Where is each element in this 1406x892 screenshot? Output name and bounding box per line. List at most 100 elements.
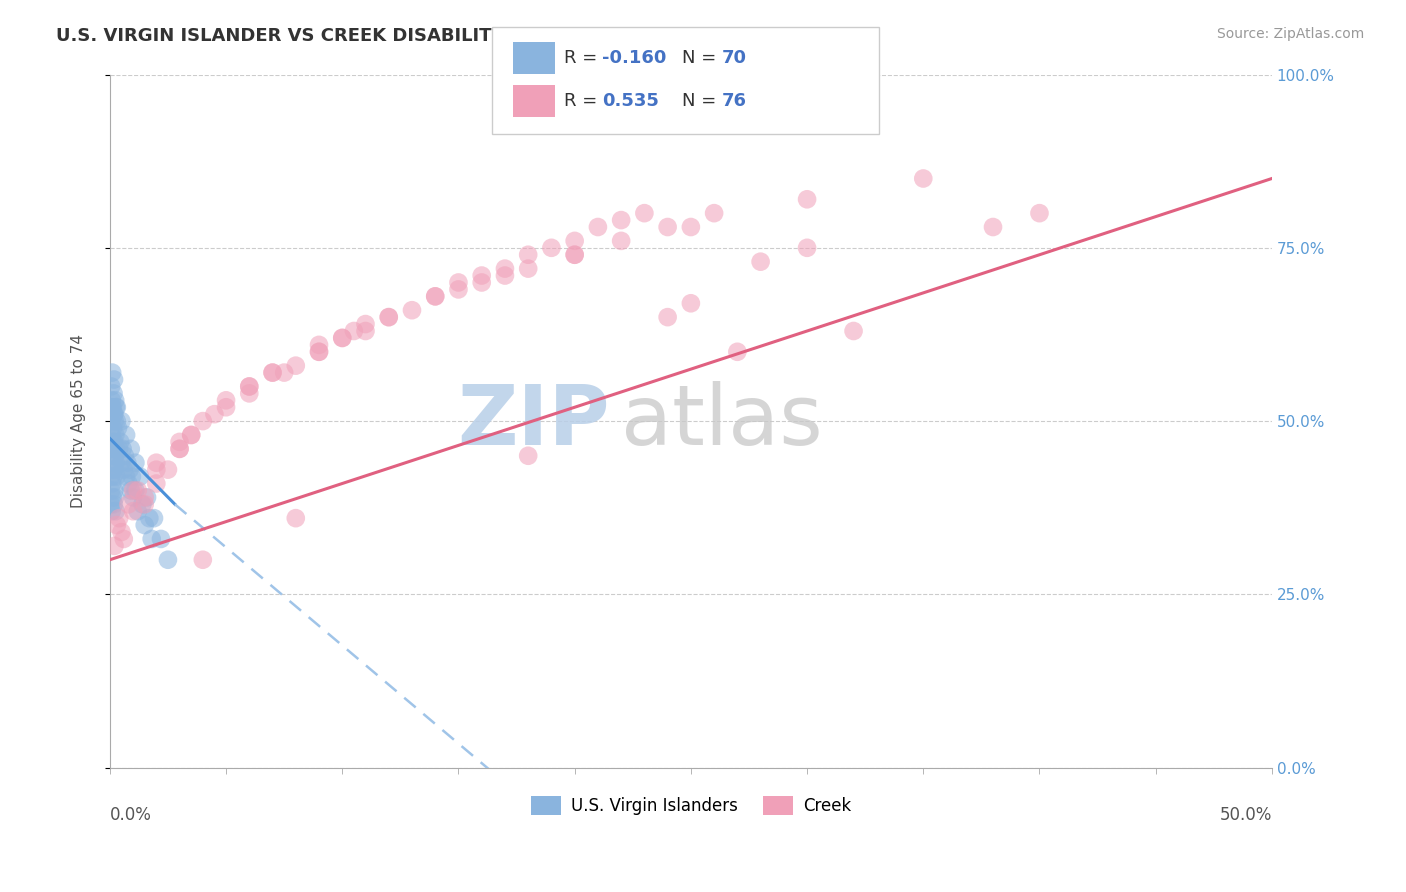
Point <box>120 483 142 498</box>
Point <box>180 428 202 442</box>
Point <box>103 442 125 456</box>
Text: 70: 70 <box>721 49 747 67</box>
Point <box>105 442 128 456</box>
Point <box>105 401 128 415</box>
Point <box>610 234 633 248</box>
Point <box>100 504 122 518</box>
Point <box>103 469 125 483</box>
Point <box>354 324 377 338</box>
Point <box>104 456 127 470</box>
Point <box>115 428 138 442</box>
Point <box>122 504 145 518</box>
Point <box>273 366 295 380</box>
Point <box>103 434 125 449</box>
Point <box>111 442 134 456</box>
Point <box>104 504 127 518</box>
Text: 0.535: 0.535 <box>602 92 658 110</box>
Point <box>564 248 586 262</box>
Point <box>104 414 127 428</box>
Point <box>494 268 516 283</box>
Point <box>842 324 865 338</box>
Point <box>112 532 135 546</box>
Point <box>100 469 122 483</box>
Point <box>284 359 307 373</box>
Point <box>494 261 516 276</box>
Point <box>343 324 366 338</box>
Text: atlas: atlas <box>621 381 823 462</box>
Point <box>101 462 124 476</box>
Point <box>725 344 748 359</box>
Point <box>121 469 143 483</box>
Point <box>103 483 125 498</box>
Point <box>105 518 128 533</box>
Point <box>104 393 127 408</box>
Point <box>134 497 156 511</box>
Point <box>103 539 125 553</box>
Point <box>103 372 125 386</box>
Point <box>796 192 818 206</box>
Point <box>104 401 127 415</box>
Point <box>104 428 127 442</box>
Point <box>104 449 127 463</box>
Point <box>679 220 702 235</box>
Y-axis label: Disability Age 65 to 74: Disability Age 65 to 74 <box>72 334 86 508</box>
Point <box>377 310 399 325</box>
Point <box>110 434 132 449</box>
Point <box>118 462 141 476</box>
Point <box>124 483 146 498</box>
Point <box>127 483 149 498</box>
Point <box>110 456 132 470</box>
Point <box>103 497 125 511</box>
Point <box>100 497 122 511</box>
Point <box>330 331 353 345</box>
Point <box>981 220 1004 235</box>
Point <box>156 462 179 476</box>
Point <box>117 476 139 491</box>
Point <box>215 401 238 415</box>
Point <box>108 511 131 525</box>
Point <box>308 344 330 359</box>
Point <box>149 532 172 546</box>
Point <box>143 511 166 525</box>
Point <box>180 428 202 442</box>
Text: ZIP: ZIP <box>457 381 610 462</box>
Point <box>131 497 153 511</box>
Point <box>471 268 494 283</box>
Point <box>238 379 260 393</box>
Point <box>101 401 124 415</box>
Point <box>633 206 655 220</box>
Point <box>204 407 226 421</box>
Point <box>101 491 124 505</box>
Text: 76: 76 <box>721 92 747 110</box>
Point <box>517 248 540 262</box>
Text: U.S. VIRGIN ISLANDER VS CREEK DISABILITY AGE 65 TO 74 CORRELATION CHART: U.S. VIRGIN ISLANDER VS CREEK DISABILITY… <box>56 27 870 45</box>
Point <box>110 414 132 428</box>
Text: R =: R = <box>564 49 603 67</box>
Point <box>127 504 149 518</box>
Point <box>100 428 122 442</box>
Point <box>145 462 167 476</box>
Point <box>103 456 125 470</box>
Point <box>377 310 399 325</box>
Point <box>105 469 128 483</box>
Point <box>129 469 152 483</box>
Point <box>191 414 214 428</box>
Point <box>115 469 138 483</box>
Point <box>912 171 935 186</box>
Point <box>134 491 156 505</box>
Point <box>138 511 160 525</box>
Text: R =: R = <box>564 92 609 110</box>
Point <box>145 476 167 491</box>
Point <box>103 407 125 421</box>
Point <box>191 553 214 567</box>
Point <box>108 442 131 456</box>
Point <box>354 317 377 331</box>
Point <box>517 261 540 276</box>
Point <box>120 442 142 456</box>
Point <box>107 421 129 435</box>
Point <box>103 462 125 476</box>
Point <box>141 532 163 546</box>
Text: N =: N = <box>682 49 721 67</box>
Point <box>114 449 136 463</box>
Point <box>122 491 145 505</box>
